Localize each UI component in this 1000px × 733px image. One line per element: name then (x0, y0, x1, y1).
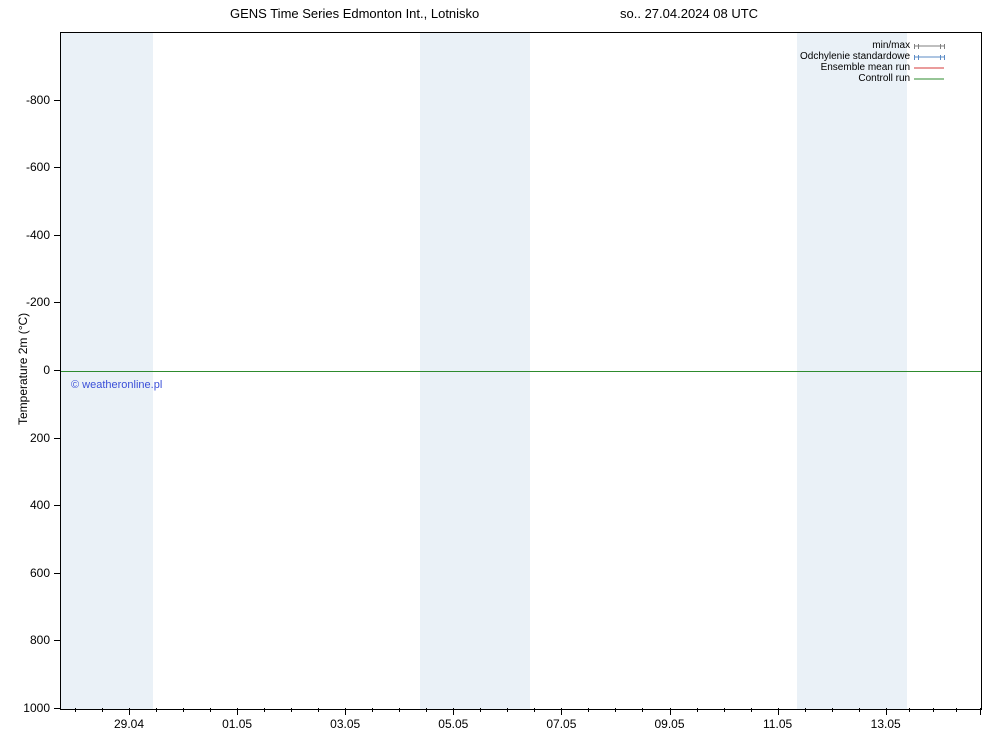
x-tick-major (778, 708, 779, 715)
x-tick-major (561, 708, 562, 715)
x-tick-minor (909, 708, 910, 712)
legend-swatch (914, 41, 944, 51)
legend-label: Odchylenie standardowe (800, 51, 914, 62)
x-tick-minor (156, 708, 157, 712)
legend-swatch (914, 74, 944, 84)
x-tick-major (886, 708, 887, 715)
x-tick-major (237, 708, 238, 715)
x-tick-label: 07.05 (546, 717, 576, 731)
x-tick-minor (183, 708, 184, 712)
y-tick-label: 0 (0, 363, 50, 377)
x-tick-minor (507, 708, 508, 712)
x-tick-minor (399, 708, 400, 712)
y-tick-label: -800 (0, 93, 50, 107)
legend-swatch (914, 52, 944, 62)
x-tick-major (980, 708, 981, 715)
x-tick-minor (210, 708, 211, 712)
x-tick-label: 29.04 (114, 717, 144, 731)
y-tick (54, 100, 60, 101)
legend-item: Odchylenie standardowe (800, 51, 944, 62)
x-tick-minor (534, 708, 535, 712)
x-tick-minor (102, 708, 103, 712)
x-tick-minor (832, 708, 833, 712)
x-tick-minor (75, 708, 76, 712)
y-tick (54, 573, 60, 574)
chart-title-left: GENS Time Series Edmonton Int., Lotnisko (230, 6, 479, 21)
x-tick-minor (372, 708, 373, 712)
y-tick (54, 302, 60, 303)
legend-label: min/max (872, 40, 914, 51)
legend-item: Controll run (800, 73, 944, 84)
x-tick-major (670, 708, 671, 715)
x-tick-minor (956, 708, 957, 712)
x-tick-minor (805, 708, 806, 712)
title-row: GENS Time Series Edmonton Int., Lotnisko… (0, 6, 1000, 28)
legend-swatch (914, 63, 944, 73)
x-tick-label: 03.05 (330, 717, 360, 731)
x-tick-major (453, 708, 454, 715)
x-tick-label: 11.05 (763, 717, 792, 731)
x-tick-minor (642, 708, 643, 712)
x-tick-minor (724, 708, 725, 712)
x-tick-minor (291, 708, 292, 712)
x-tick-minor (751, 708, 752, 712)
y-tick (54, 640, 60, 641)
y-tick-label: -200 (0, 295, 50, 309)
y-tick-label: 400 (0, 498, 50, 512)
y-tick (54, 438, 60, 439)
x-tick-minor (264, 708, 265, 712)
x-tick-label: 05.05 (438, 717, 468, 731)
y-tick (54, 167, 60, 168)
legend: min/maxOdchylenie standardoweEnsemble me… (800, 40, 944, 84)
x-tick-minor (480, 708, 481, 712)
y-tick (54, 235, 60, 236)
plot-area: © weatheronline.pl (60, 32, 982, 710)
x-tick-minor (933, 708, 934, 712)
legend-label: Controll run (858, 73, 914, 84)
x-tick-label: 09.05 (654, 717, 684, 731)
y-tick-label: 200 (0, 431, 50, 445)
controll-run-line (61, 371, 981, 372)
y-tick-label: -400 (0, 228, 50, 242)
y-tick-label: 800 (0, 633, 50, 647)
x-tick-minor (588, 708, 589, 712)
y-tick (54, 370, 60, 371)
x-tick-major (345, 708, 346, 715)
x-tick-minor (859, 708, 860, 712)
chart-container: GENS Time Series Edmonton Int., Lotnisko… (0, 0, 1000, 733)
x-tick-label: 13.05 (871, 717, 901, 731)
y-tick-label: 1000 (0, 701, 50, 715)
x-tick-label: 01.05 (222, 717, 252, 731)
x-tick-minor (615, 708, 616, 712)
y-tick-label: 600 (0, 566, 50, 580)
watermark-text: © weatheronline.pl (71, 379, 162, 391)
x-tick-minor (426, 708, 427, 712)
y-tick (54, 708, 60, 709)
chart-title-right: so.. 27.04.2024 08 UTC (620, 6, 758, 21)
y-tick-label: -600 (0, 160, 50, 174)
legend-label: Ensemble mean run (821, 62, 915, 73)
x-tick-minor (318, 708, 319, 712)
y-tick (54, 505, 60, 506)
legend-item: min/max (800, 40, 944, 51)
x-tick-major (129, 708, 130, 715)
legend-item: Ensemble mean run (800, 62, 944, 73)
x-tick-minor (697, 708, 698, 712)
